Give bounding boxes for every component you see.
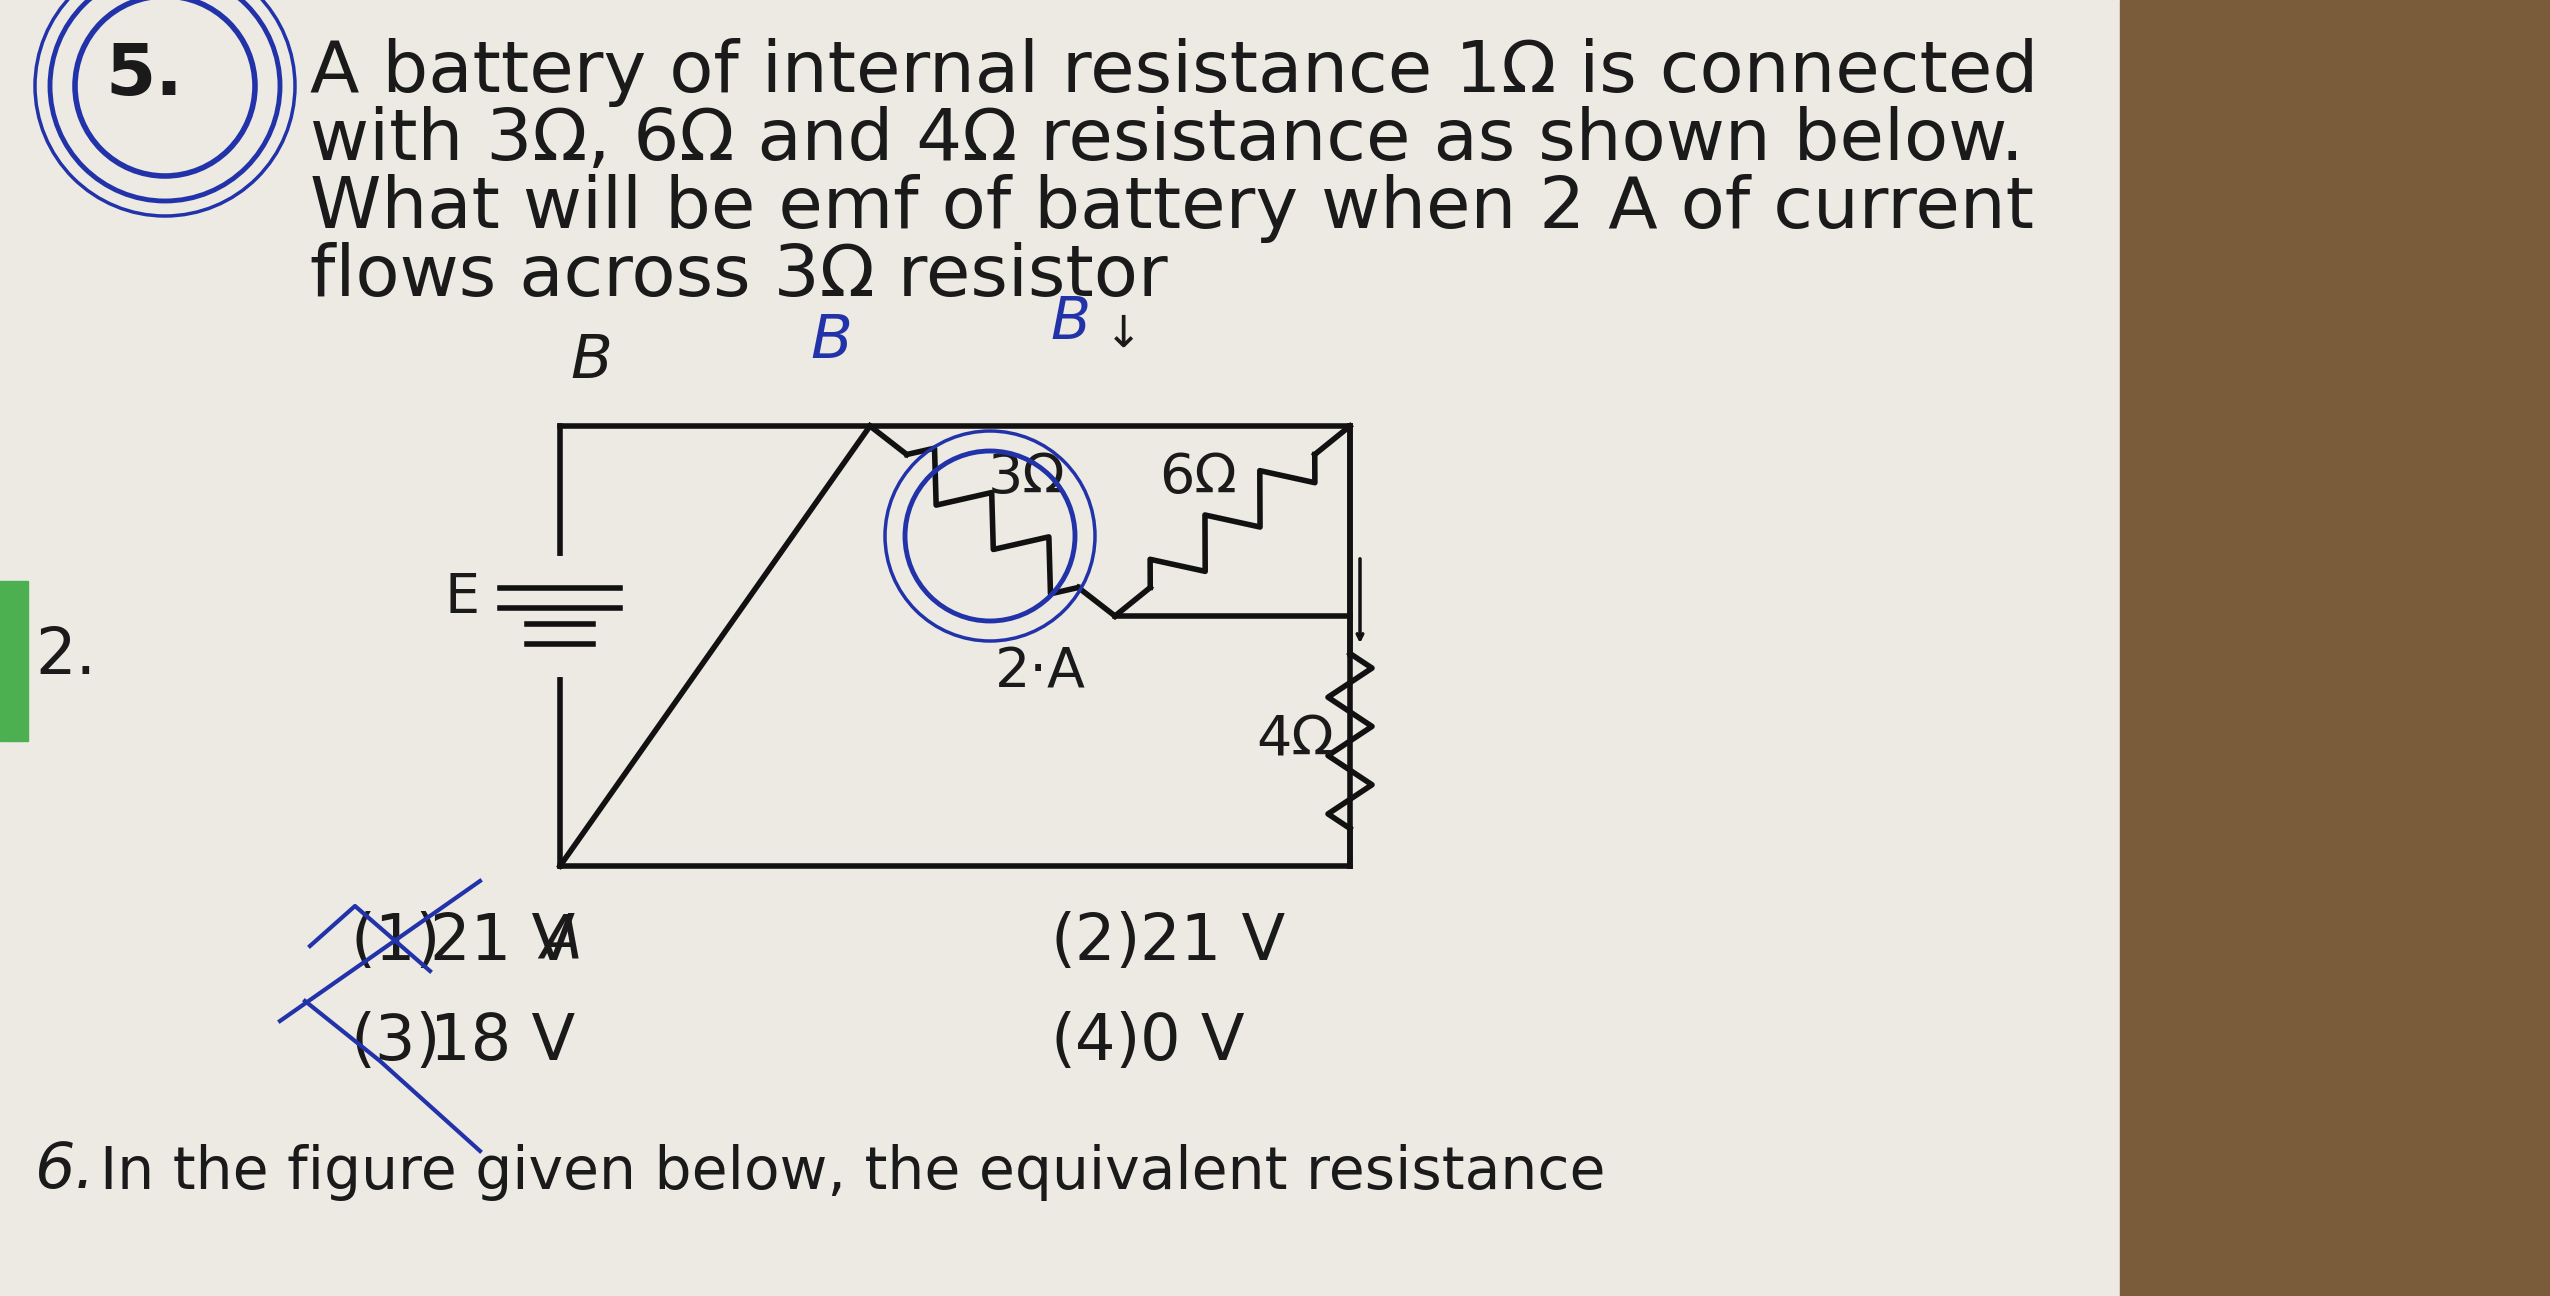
Text: What will be emf of battery when 2 A of current: What will be emf of battery when 2 A of …: [311, 174, 2035, 244]
Text: flows across 3Ω resistor: flows across 3Ω resistor: [311, 242, 1168, 311]
Text: A: A: [541, 911, 581, 969]
Text: (3): (3): [349, 1011, 441, 1073]
Text: ↓: ↓: [1104, 314, 1142, 356]
Text: E: E: [446, 572, 479, 625]
Text: (4): (4): [1051, 1011, 1140, 1073]
Text: 6Ω: 6Ω: [1160, 451, 1237, 505]
Text: 4Ω: 4Ω: [1257, 714, 1334, 769]
Text: B: B: [1051, 294, 1089, 351]
Text: (2): (2): [1051, 911, 1140, 973]
Text: 2.: 2.: [36, 625, 97, 687]
Text: 0 V: 0 V: [1140, 1011, 1244, 1073]
Text: 3Ω: 3Ω: [987, 451, 1066, 504]
Text: A battery of internal resistance 1Ω is connected: A battery of internal resistance 1Ω is c…: [311, 38, 2037, 108]
Text: 2·A: 2·A: [994, 645, 1086, 700]
Text: 18 V: 18 V: [431, 1011, 576, 1073]
Bar: [0, 0, 2150, 1296]
Text: B: B: [811, 312, 852, 371]
Text: (1): (1): [349, 911, 441, 973]
Text: 6.: 6.: [36, 1139, 97, 1201]
Bar: [2119, 0, 2550, 1296]
Text: 21 V: 21 V: [1140, 911, 1285, 973]
Bar: [0, 581, 28, 741]
Text: 21 V: 21 V: [431, 911, 576, 973]
Text: with 3Ω, 6Ω and 4Ω resistance as shown below.: with 3Ω, 6Ω and 4Ω resistance as shown b…: [311, 106, 2025, 175]
Text: B: B: [571, 332, 612, 391]
Text: 5.: 5.: [105, 41, 184, 110]
Text: In the figure given below, the equivalent resistance: In the figure given below, the equivalen…: [99, 1144, 1606, 1201]
